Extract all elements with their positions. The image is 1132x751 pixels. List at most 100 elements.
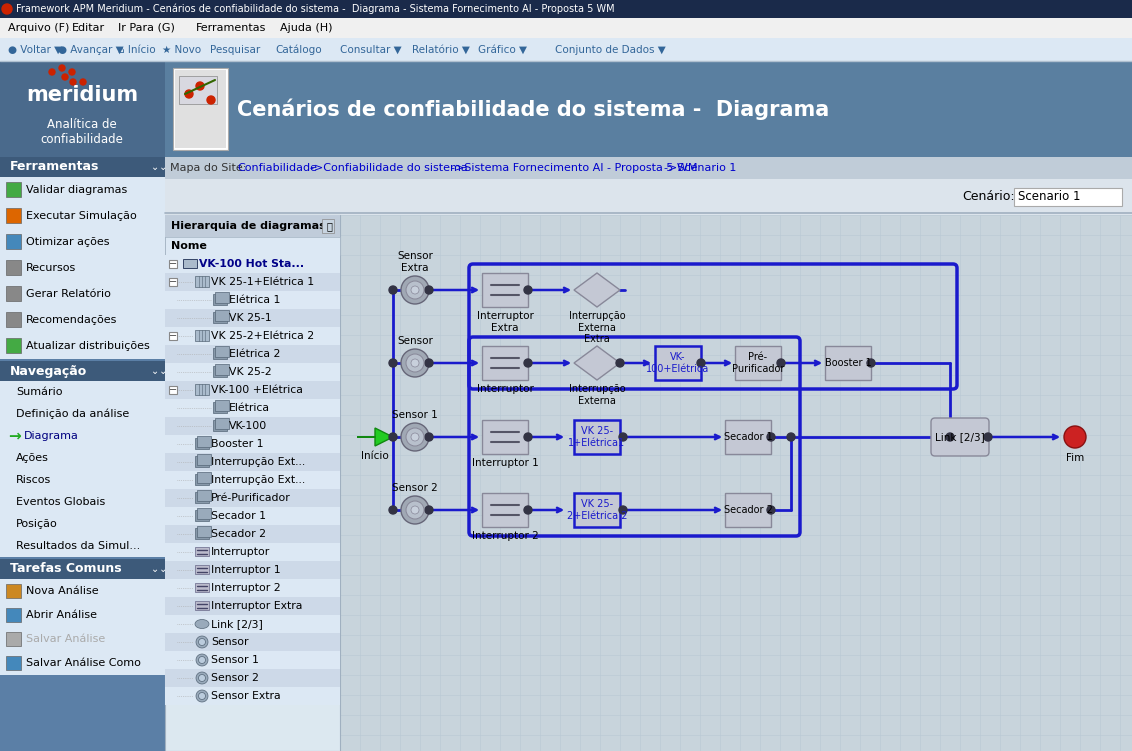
Circle shape bbox=[767, 433, 775, 441]
Bar bbox=[195, 330, 209, 341]
Text: Interruptor: Interruptor bbox=[477, 384, 533, 394]
Circle shape bbox=[49, 69, 55, 75]
Text: Interruptor Extra: Interruptor Extra bbox=[211, 601, 302, 611]
Text: Conjunto de Dados ▼: Conjunto de Dados ▼ bbox=[555, 45, 666, 55]
Text: Otimizar ações: Otimizar ações bbox=[26, 237, 110, 247]
Bar bbox=[6, 584, 22, 598]
Bar bbox=[195, 474, 209, 485]
Bar bbox=[195, 456, 209, 467]
Bar bbox=[213, 402, 228, 413]
Text: Sumário: Sumário bbox=[16, 387, 62, 397]
Text: Recomendações: Recomendações bbox=[26, 315, 118, 325]
Bar bbox=[0, 491, 165, 513]
Text: −: − bbox=[169, 385, 177, 395]
Text: Framework APM Meridium - Cenários de confiabilidade do sistema -  Diagrama - Sis: Framework APM Meridium - Cenários de con… bbox=[16, 4, 615, 14]
Bar bbox=[574, 493, 620, 527]
Bar bbox=[165, 615, 340, 633]
Text: Arquivo (F): Arquivo (F) bbox=[8, 23, 69, 33]
Bar bbox=[165, 62, 1132, 157]
Bar bbox=[183, 259, 197, 268]
Polygon shape bbox=[574, 346, 620, 380]
Circle shape bbox=[424, 433, 434, 441]
Text: Link [2/3]: Link [2/3] bbox=[935, 432, 985, 442]
Bar bbox=[165, 291, 340, 309]
Bar bbox=[179, 76, 217, 104]
Text: →: → bbox=[8, 429, 20, 444]
Bar bbox=[165, 435, 340, 453]
Circle shape bbox=[389, 286, 397, 294]
Text: Eventos Globais: Eventos Globais bbox=[16, 497, 105, 507]
Text: ⌄⌄: ⌄⌄ bbox=[151, 564, 168, 574]
Text: Sensor: Sensor bbox=[397, 336, 432, 346]
Bar bbox=[215, 418, 229, 429]
Bar bbox=[0, 535, 165, 557]
Text: VK 25-
2+Elétrica 2: VK 25- 2+Elétrica 2 bbox=[567, 499, 627, 520]
Text: ★ Novo: ★ Novo bbox=[162, 45, 201, 55]
Bar bbox=[195, 601, 209, 610]
Circle shape bbox=[406, 501, 424, 519]
Bar bbox=[165, 453, 340, 471]
Text: Booster 1: Booster 1 bbox=[211, 439, 264, 449]
Text: VK 25-2+Elétrica 2: VK 25-2+Elétrica 2 bbox=[211, 331, 314, 341]
Text: −: − bbox=[169, 259, 177, 269]
Circle shape bbox=[697, 359, 705, 367]
Bar bbox=[165, 507, 340, 525]
Circle shape bbox=[619, 433, 627, 441]
Text: Pré-Purificador: Pré-Purificador bbox=[211, 493, 291, 503]
Text: Diagrama: Diagrama bbox=[24, 431, 79, 441]
Circle shape bbox=[406, 281, 424, 299]
Bar bbox=[197, 454, 211, 465]
Circle shape bbox=[424, 359, 434, 367]
Text: Sensor 1: Sensor 1 bbox=[392, 410, 438, 420]
Text: Relatório ▼: Relatório ▼ bbox=[412, 45, 470, 55]
Text: VK-100 Hot Sta...: VK-100 Hot Sta... bbox=[199, 259, 305, 269]
Bar bbox=[724, 420, 771, 454]
Bar bbox=[0, 403, 165, 425]
Bar bbox=[6, 632, 22, 646]
Circle shape bbox=[401, 423, 429, 451]
Text: Cenários de confiabilidade do sistema -  Diagrama: Cenários de confiabilidade do sistema - … bbox=[237, 98, 830, 119]
Bar bbox=[735, 346, 781, 380]
Bar bbox=[215, 400, 229, 411]
Bar bbox=[165, 543, 340, 561]
Text: Interrupção Ext...: Interrupção Ext... bbox=[211, 475, 306, 485]
Bar bbox=[175, 70, 226, 148]
Text: 📌: 📌 bbox=[327, 221, 333, 231]
Text: Hierarquia de diagramas: Hierarquia de diagramas bbox=[171, 221, 326, 231]
Circle shape bbox=[198, 638, 206, 646]
Circle shape bbox=[185, 90, 192, 98]
Bar bbox=[0, 255, 165, 281]
Text: Validar diagramas: Validar diagramas bbox=[26, 185, 127, 195]
Bar bbox=[165, 417, 340, 435]
Text: Cenário:: Cenário: bbox=[962, 191, 1014, 204]
Circle shape bbox=[198, 674, 206, 681]
Bar bbox=[165, 561, 340, 579]
Bar bbox=[195, 438, 209, 449]
Circle shape bbox=[406, 354, 424, 372]
Bar bbox=[165, 489, 340, 507]
Bar bbox=[165, 399, 340, 417]
Text: Secador 1: Secador 1 bbox=[723, 432, 772, 442]
Circle shape bbox=[787, 433, 795, 441]
Text: Confiabilidade: Confiabilidade bbox=[238, 163, 318, 173]
Bar bbox=[482, 493, 528, 527]
Bar bbox=[0, 447, 165, 469]
Text: VK 25-2: VK 25-2 bbox=[229, 367, 272, 377]
Circle shape bbox=[524, 433, 532, 441]
Bar bbox=[0, 18, 1132, 38]
Bar bbox=[0, 627, 165, 651]
Bar bbox=[215, 310, 229, 321]
Text: Interruptor 1: Interruptor 1 bbox=[472, 458, 539, 468]
Text: Gerar Relatório: Gerar Relatório bbox=[26, 289, 111, 299]
Text: VK-
100+Elétrica: VK- 100+Elétrica bbox=[646, 352, 710, 374]
Bar bbox=[0, 62, 165, 751]
Circle shape bbox=[1064, 426, 1086, 448]
Bar bbox=[165, 179, 1132, 215]
Bar bbox=[195, 510, 209, 521]
Bar bbox=[215, 364, 229, 375]
Bar bbox=[195, 547, 209, 556]
Text: Interrupção
Externa: Interrupção Externa bbox=[568, 384, 625, 406]
Circle shape bbox=[524, 359, 532, 367]
Bar bbox=[482, 273, 528, 307]
Text: Pesquisar: Pesquisar bbox=[211, 45, 260, 55]
